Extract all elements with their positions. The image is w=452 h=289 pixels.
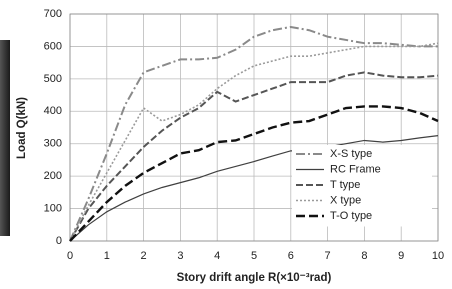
x-tick-label: 4 — [214, 250, 220, 262]
y-tick-label: 0 — [56, 235, 62, 247]
x-tick-label: 9 — [398, 250, 404, 262]
y-axis-label: Load Q(kN) — [16, 97, 28, 159]
x-tick-label: 10 — [432, 250, 444, 262]
y-tick-label: 100 — [44, 202, 62, 214]
legend-label: X-S type — [330, 148, 372, 160]
legend-label: T-O type — [330, 210, 372, 222]
x-tick-label: 7 — [325, 250, 331, 262]
x-tick-label: 3 — [177, 250, 183, 262]
chart: Load Q(kN) Story drift angle R(×10⁻³rad)… — [0, 0, 452, 289]
y-tick-label: 400 — [44, 105, 62, 117]
legend-label: RC Frame — [330, 163, 381, 175]
x-tick-label: 6 — [288, 250, 294, 262]
photo-edge — [0, 40, 10, 236]
y-tick-label: 500 — [44, 73, 62, 85]
y-tick-label: 700 — [44, 8, 62, 20]
x-tick-label: 2 — [141, 250, 147, 262]
y-tick-label: 600 — [44, 40, 62, 52]
y-tick-label: 300 — [44, 138, 62, 150]
page: Load Q(kN) Story drift angle R(×10⁻³rad)… — [0, 0, 452, 289]
x-tick-label: 5 — [251, 250, 257, 262]
y-tick-label: 200 — [44, 170, 62, 182]
x-tick-label: 1 — [104, 250, 110, 262]
x-tick-label: 0 — [67, 250, 73, 262]
legend-label: X type — [330, 194, 361, 206]
x-tick-label: 8 — [361, 250, 367, 262]
x-axis-label: Story drift angle R(×10⁻³rad) — [177, 272, 332, 284]
legend-label: T type — [330, 179, 360, 191]
